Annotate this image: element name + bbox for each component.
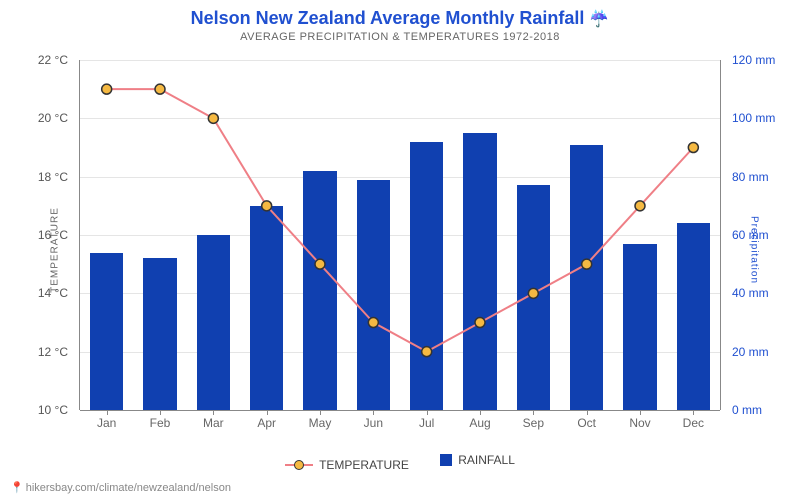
legend-temperature-dot-icon bbox=[294, 460, 304, 470]
x-tick-label: Dec bbox=[683, 416, 704, 430]
x-axis-line bbox=[80, 410, 720, 411]
y-axis-left-line bbox=[79, 60, 80, 410]
temperature-marker bbox=[262, 201, 272, 211]
x-axis: Jan Feb Mar Apr May Jun Jul Aug Sep Oct Nov Dec bbox=[80, 412, 720, 432]
legend-rainfall: RAINFALL bbox=[440, 453, 515, 467]
y-axis-right: 0 mm20 mm40 mm60 mm80 mm100 mm120 mm bbox=[722, 60, 800, 410]
temperature-marker bbox=[475, 318, 485, 328]
legend-temperature-label: TEMPERATURE bbox=[319, 458, 409, 472]
y-left-tick: 12 °C bbox=[38, 345, 68, 359]
temperature-marker bbox=[582, 259, 592, 269]
y-right-tick: 100 mm bbox=[732, 111, 775, 125]
x-tick-label: May bbox=[309, 416, 332, 430]
x-tick-label: Oct bbox=[577, 416, 596, 430]
y-left-tick: 20 °C bbox=[38, 111, 68, 125]
temperature-marker bbox=[155, 84, 165, 94]
umbrella-icon: ☔ bbox=[589, 11, 609, 28]
legend-temperature: TEMPERATURE bbox=[285, 458, 409, 472]
line-layer bbox=[80, 60, 720, 410]
legend: TEMPERATURE RAINFALL bbox=[0, 453, 800, 472]
x-tick-label: Feb bbox=[150, 416, 171, 430]
legend-rainfall-marker bbox=[440, 454, 452, 466]
temperature-marker bbox=[635, 201, 645, 211]
x-tick-label: Apr bbox=[257, 416, 276, 430]
x-tick-label: Jan bbox=[97, 416, 116, 430]
temperature-line bbox=[107, 89, 694, 352]
chart-subtitle: AVERAGE PRECIPITATION & TEMPERATURES 197… bbox=[0, 31, 800, 43]
x-tick-label: Jul bbox=[419, 416, 434, 430]
temperature-marker bbox=[528, 288, 538, 298]
temperature-marker bbox=[688, 143, 698, 153]
y-right-tick: 0 mm bbox=[732, 403, 762, 417]
legend-temperature-marker bbox=[285, 464, 313, 466]
y-left-tick: 18 °C bbox=[38, 170, 68, 184]
temperature-marker bbox=[422, 347, 432, 357]
x-tick-label: Nov bbox=[629, 416, 650, 430]
temperature-marker bbox=[368, 318, 378, 328]
x-tick-label: Aug bbox=[469, 416, 490, 430]
x-tick-label: Jun bbox=[364, 416, 383, 430]
temperature-marker bbox=[102, 84, 112, 94]
pin-icon: 📍 bbox=[10, 482, 24, 494]
legend-rainfall-label: RAINFALL bbox=[458, 453, 515, 467]
title-text: Nelson New Zealand Average Monthly Rainf… bbox=[191, 8, 585, 28]
plot-area bbox=[80, 60, 720, 410]
y-axis-right-line bbox=[720, 60, 721, 410]
y-right-tick: 60 mm bbox=[732, 228, 769, 242]
chart-container: Nelson New Zealand Average Monthly Rainf… bbox=[0, 0, 800, 500]
y-right-tick: 20 mm bbox=[732, 345, 769, 359]
y-right-tick: 40 mm bbox=[732, 286, 769, 300]
y-right-tick: 120 mm bbox=[732, 53, 775, 67]
source-link[interactable]: 📍hikersbay.com/climate/newzealand/nelson bbox=[10, 481, 231, 494]
temperature-marker bbox=[208, 113, 218, 123]
x-tick-label: Mar bbox=[203, 416, 224, 430]
temperature-marker bbox=[315, 259, 325, 269]
x-tick-label: Sep bbox=[523, 416, 544, 430]
y-axis-left: 10 °C12 °C14 °C16 °C18 °C20 °C22 °C bbox=[0, 60, 78, 410]
y-right-tick: 80 mm bbox=[732, 170, 769, 184]
y-left-tick: 10 °C bbox=[38, 403, 68, 417]
y-left-tick: 22 °C bbox=[38, 53, 68, 67]
chart-title: Nelson New Zealand Average Monthly Rainf… bbox=[0, 0, 800, 29]
source-text: hikersbay.com/climate/newzealand/nelson bbox=[26, 482, 231, 494]
y-left-tick: 14 °C bbox=[38, 286, 68, 300]
y-left-tick: 16 °C bbox=[38, 228, 68, 242]
